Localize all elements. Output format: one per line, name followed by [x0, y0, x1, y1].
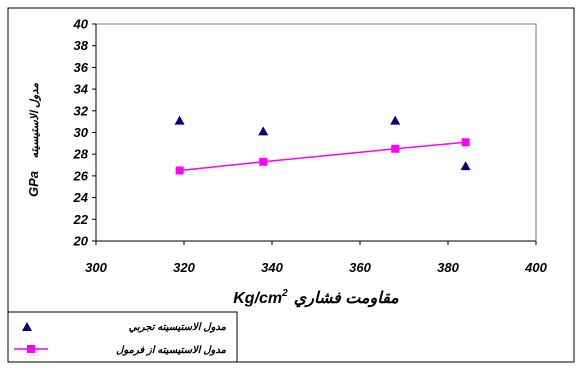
y-tick-label: 28	[73, 147, 89, 162]
y-tick-label: 34	[74, 82, 89, 97]
y-tick-label: 30	[74, 125, 89, 140]
x-tick-label: 360	[349, 260, 371, 275]
y-axis-unit: GPa	[26, 171, 41, 197]
x-tick-label: 380	[437, 260, 459, 275]
y-tick-label: 24	[73, 190, 89, 205]
plot-area	[95, 23, 537, 242]
series-1-line	[179, 141, 466, 172]
y-tick-label: 22	[73, 212, 89, 227]
series-1-point	[175, 166, 184, 175]
legend-triangle-marker	[22, 322, 32, 331]
legend-label-experimental: مدول الاستيسيته تجربي	[129, 322, 227, 333]
legend-square-marker	[27, 345, 35, 353]
x-axis: 300 320 340 360 380 400	[85, 240, 548, 275]
x-axis-label: Kg/cm	[233, 290, 282, 307]
x-tick-label: 340	[261, 260, 283, 275]
y-tick-label: 20	[73, 234, 89, 249]
y-tick-label: 32	[74, 103, 89, 118]
series-1-point	[259, 157, 268, 166]
series-0-point	[390, 115, 401, 125]
x-tick-label: 400	[524, 260, 547, 275]
y-tick-label: 36	[74, 60, 89, 75]
y-axis: 20 22 24 26 28 30 32 34 36 38 40	[73, 17, 97, 249]
y-axis-label: مدول الاستيسيته	[29, 83, 41, 159]
y-axis-title: GPa مدول الاستيسيته	[25, 83, 42, 197]
y-tick-label: 26	[73, 168, 89, 183]
x-tick-label: 320	[173, 260, 195, 275]
legend-label-formula: مدول الاستيسيته از فرمول	[116, 345, 227, 356]
series-0-point	[174, 115, 185, 125]
legend-box	[7, 311, 238, 363]
y-tick-label: 38	[74, 38, 89, 53]
x-axis-title: Kg/cm2 مقاومت فشاري	[233, 288, 399, 308]
series-0-point	[258, 126, 269, 136]
series-0-point	[460, 161, 471, 171]
x-axis-superscript: 2	[281, 288, 288, 299]
legend: مدول الاستيسيته تجربي مدول الاستيسيته از…	[7, 311, 238, 363]
series-1-point	[461, 138, 470, 147]
y-tick-label: 40	[73, 17, 89, 32]
series-layer	[174, 115, 471, 175]
series-1-point	[391, 144, 400, 153]
x-axis-label-prefix: مقاومت فشاري	[294, 290, 399, 308]
x-tick-label: 300	[85, 260, 107, 275]
